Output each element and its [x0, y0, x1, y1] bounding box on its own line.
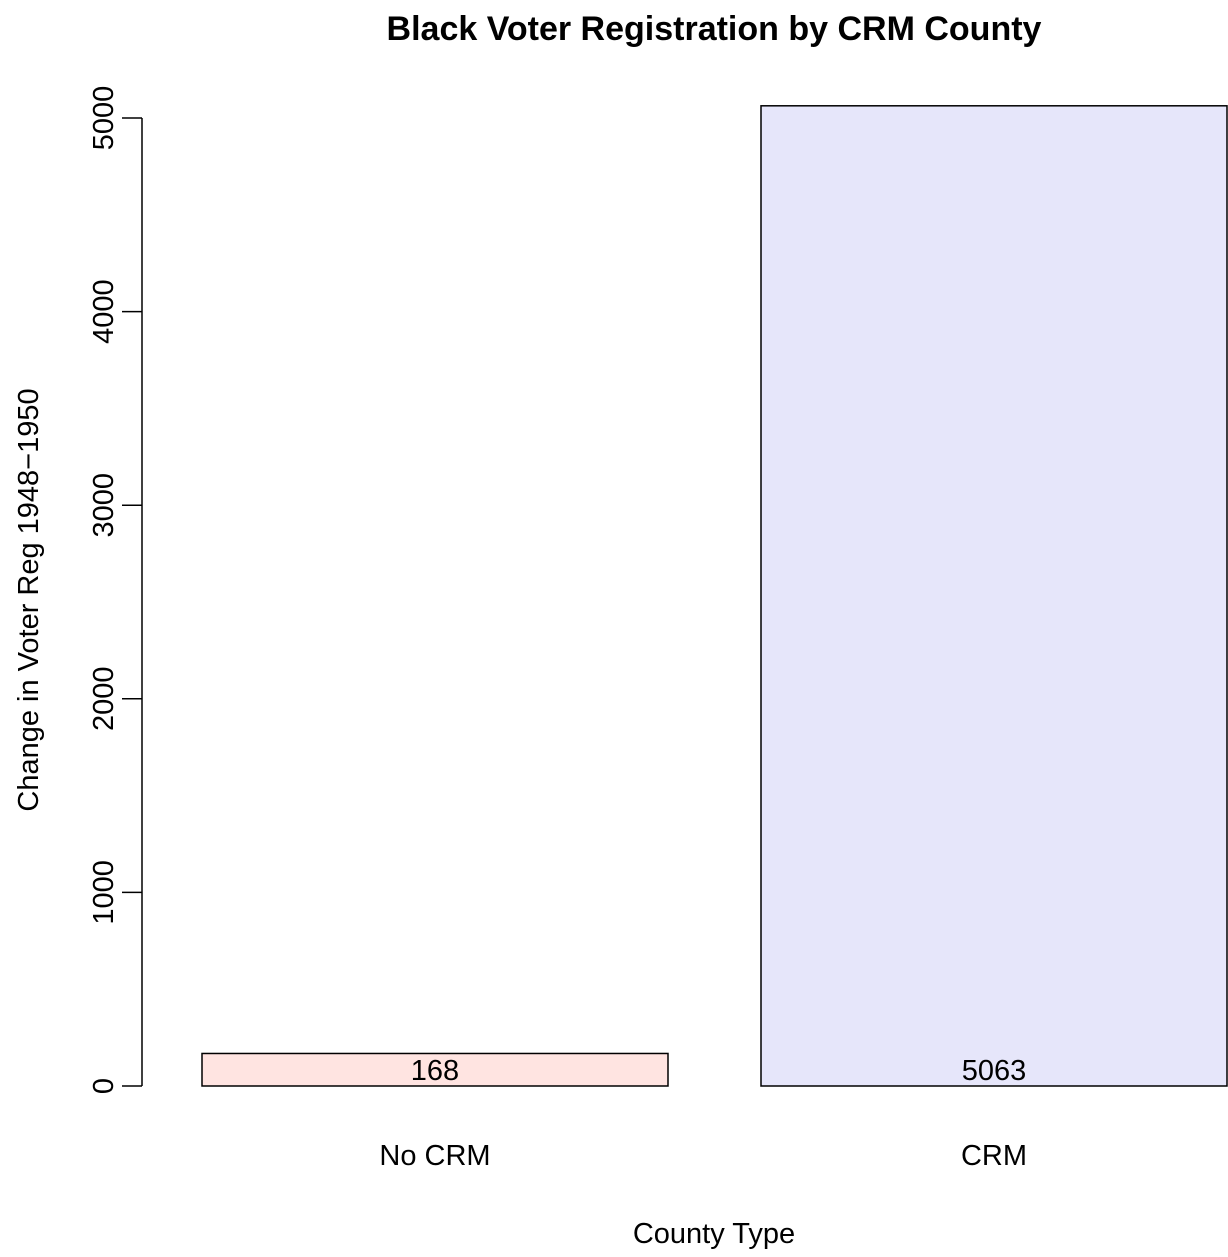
bar-value-label: 5063 — [962, 1055, 1027, 1087]
chart-title: Black Voter Registration by CRM County — [387, 10, 1042, 48]
bar-value-label: 168 — [411, 1055, 459, 1087]
bar — [201, 1052, 669, 1087]
bars-group: 168 5063 — [201, 105, 1228, 1087]
x-category-label: No CRM — [379, 1140, 490, 1172]
y-axis: 0 1000 2000 3000 4000 5000 — [88, 86, 143, 1094]
y-tick-label: 1000 — [88, 860, 120, 925]
y-tick-label: 3000 — [88, 473, 120, 538]
x-axis-labels: No CRM CRM — [379, 1140, 1027, 1172]
y-tick-label: 4000 — [88, 279, 120, 344]
bar — [760, 105, 1228, 1087]
x-category-label: CRM — [961, 1140, 1027, 1172]
x-axis-title: County Type — [633, 1218, 795, 1250]
y-tick-label: 2000 — [88, 667, 120, 732]
y-axis-title: Change in Voter Reg 1948−1950 — [13, 388, 45, 811]
y-tick-label: 5000 — [88, 86, 120, 151]
y-tick-label: 0 — [88, 1078, 120, 1094]
